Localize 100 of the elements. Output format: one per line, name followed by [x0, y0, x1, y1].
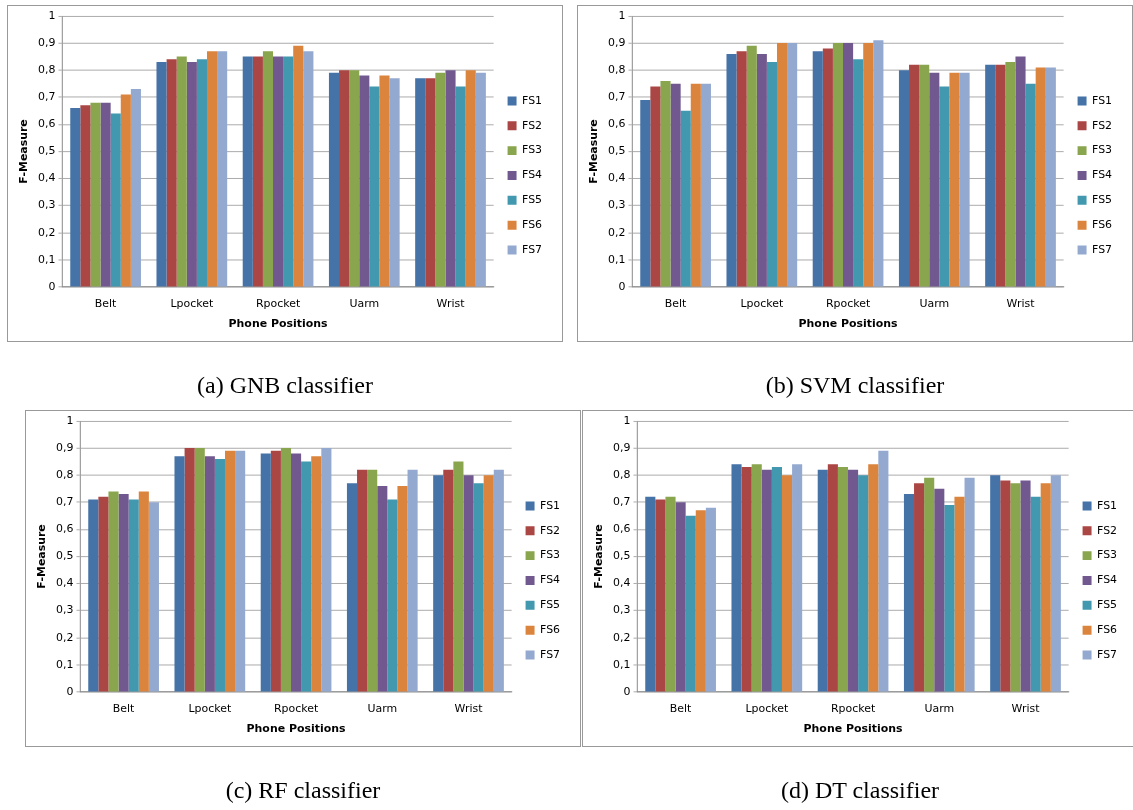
y-tick-label: 0,3 — [56, 603, 74, 617]
y-tick-label: 0,1 — [56, 657, 74, 671]
bar — [194, 448, 205, 692]
bar — [903, 494, 915, 692]
bar — [660, 80, 671, 287]
bar — [475, 72, 486, 287]
bar — [964, 477, 975, 692]
bar — [914, 483, 925, 692]
legend-label: FS3 — [540, 548, 561, 562]
bar — [407, 469, 418, 692]
legend-label: FS6 — [1097, 623, 1118, 637]
y-tick-label: 0,7 — [56, 495, 74, 509]
y-tick-label: 0,2 — [56, 630, 74, 644]
legend-label: FS1 — [1097, 498, 1118, 512]
y-tick-label: 0,1 — [38, 252, 56, 266]
y-tick-label: 0,9 — [38, 35, 56, 49]
bar — [339, 70, 350, 287]
bar — [455, 86, 466, 287]
y-tick-label: 0,6 — [38, 117, 56, 131]
bar — [108, 491, 119, 692]
bar — [349, 70, 360, 287]
bar — [128, 499, 139, 692]
y-tick-label: 0,7 — [613, 495, 631, 509]
bar — [761, 469, 772, 692]
bar — [235, 450, 246, 692]
legend-label: FS3 — [1097, 548, 1118, 562]
legend-label: FS7 — [540, 647, 561, 661]
bar — [919, 64, 930, 287]
bar — [675, 502, 686, 692]
bar — [291, 453, 302, 692]
x-tick-label: Uarm — [924, 702, 955, 716]
bar — [655, 499, 666, 692]
y-tick-label: 0,8 — [613, 467, 631, 481]
bar — [1020, 480, 1031, 692]
x-axis-title: Phone Positions — [803, 722, 903, 736]
x-axis-title: Phone Positions — [798, 317, 898, 331]
bar — [853, 59, 864, 287]
bar — [224, 450, 236, 692]
x-tick-label: Wrist — [436, 297, 466, 311]
bar — [650, 86, 661, 287]
y-tick-label: 0,4 — [56, 576, 74, 590]
bar — [369, 86, 380, 287]
bar — [700, 83, 711, 287]
bar — [156, 62, 167, 287]
bar — [311, 456, 322, 692]
bar — [746, 45, 757, 287]
bar — [166, 59, 177, 287]
bar — [359, 75, 370, 287]
bar — [1015, 56, 1026, 287]
bar — [792, 464, 803, 692]
bar — [367, 469, 378, 692]
y-tick-label: 0,1 — [613, 657, 631, 671]
legend-label: FS3 — [522, 143, 543, 157]
bar — [435, 72, 446, 287]
y-tick-label: 0,2 — [613, 630, 631, 644]
legend-label: FS1 — [522, 93, 543, 107]
bar — [425, 78, 436, 287]
bar — [70, 108, 81, 287]
y-tick-label: 0 — [623, 684, 631, 698]
legend-label: FS6 — [540, 623, 561, 637]
bar — [812, 51, 823, 287]
x-tick-label: Wrist — [1006, 297, 1036, 311]
bar — [695, 510, 706, 692]
y-axis-title: F-Measure — [587, 119, 601, 184]
bar — [453, 461, 464, 692]
y-tick-label: 0,8 — [38, 62, 56, 76]
bar — [148, 502, 159, 692]
bar — [949, 72, 960, 287]
bar — [995, 64, 1006, 287]
bar — [837, 467, 849, 692]
x-tick-label: Uarm — [919, 297, 950, 311]
bar — [929, 72, 940, 287]
bar — [397, 485, 408, 692]
legend-label: FS2 — [522, 118, 543, 132]
y-tick-label: 0,5 — [608, 144, 626, 158]
bar — [843, 43, 854, 287]
bar — [138, 491, 149, 692]
bar — [1045, 67, 1056, 287]
bar — [731, 464, 742, 692]
y-tick-label: 0,1 — [608, 252, 626, 266]
bar — [206, 51, 218, 287]
bar — [670, 83, 681, 287]
bar — [280, 448, 292, 692]
bar — [389, 78, 400, 287]
y-tick-label: 0,5 — [38, 144, 56, 158]
x-tick-label: Belt — [664, 297, 688, 311]
bar — [766, 62, 777, 287]
x-tick-label: Belt — [112, 702, 136, 716]
x-tick-label: Wrist — [454, 702, 484, 716]
bar — [924, 477, 935, 692]
bar — [379, 75, 390, 287]
bar — [751, 464, 762, 692]
bar — [120, 94, 131, 287]
bar — [939, 86, 950, 287]
bar — [1025, 83, 1036, 287]
y-axis-title: F-Measure — [35, 524, 49, 589]
bar — [321, 448, 332, 692]
bar — [848, 469, 859, 692]
legend-label: FS1 — [540, 498, 561, 512]
bar — [346, 483, 358, 692]
